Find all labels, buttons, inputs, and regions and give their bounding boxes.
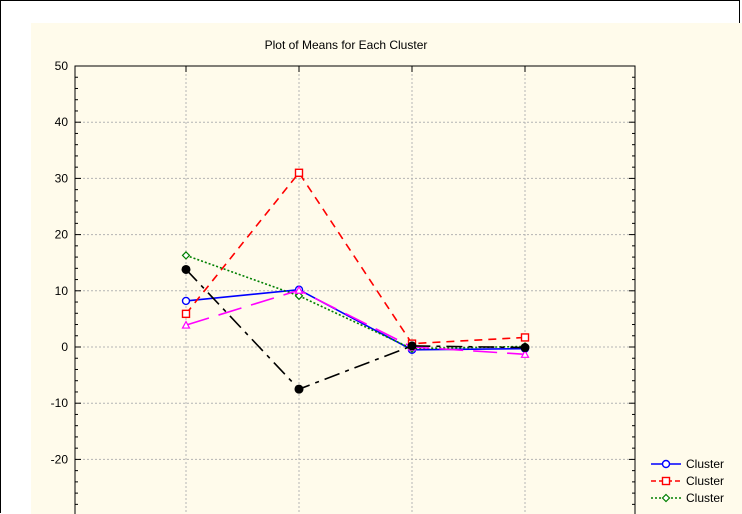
y-tick-label: -10 [51,396,69,410]
data-point [181,251,191,260]
grid [75,65,635,514]
chart-title: Plot of Means for Each Cluster [265,38,428,52]
data-point [520,333,530,342]
series-line-3 [185,254,526,350]
axis-ticks: 50 40 30 20 10 0 -10 -20 [51,59,635,505]
chart-panel [31,23,742,514]
legend-marker [661,459,671,469]
data-point [181,320,191,329]
series-line-2 [185,171,526,345]
data-point [294,168,304,177]
plot-area [74,65,636,514]
y-tick-label: 10 [55,284,69,298]
series-group [181,168,530,394]
data-point [181,296,191,306]
legend-label: Cluster [686,491,724,505]
y-tick-label: 0 [61,340,68,354]
data-point [294,384,304,394]
data-point [294,291,304,301]
y-tick-label: 50 [55,59,69,73]
data-point [520,343,530,353]
y-tick-label: -20 [51,452,69,466]
data-point [181,309,191,319]
legend-label: Cluster [686,457,724,471]
data-point [407,341,417,351]
series-line-5 [185,268,526,391]
y-tick-label: 30 [55,171,69,185]
y-tick-label: 40 [55,115,69,129]
data-point [520,349,530,358]
legend: Cluster Cluster Cluster [651,457,724,505]
y-tick-label: 20 [55,228,69,242]
data-point [294,285,304,294]
legend-marker [661,476,671,486]
series-line-4 [185,289,526,356]
legend-label: Cluster [686,474,724,488]
data-point [181,264,191,274]
legend-marker [661,493,671,503]
series-line-1 [185,288,526,351]
